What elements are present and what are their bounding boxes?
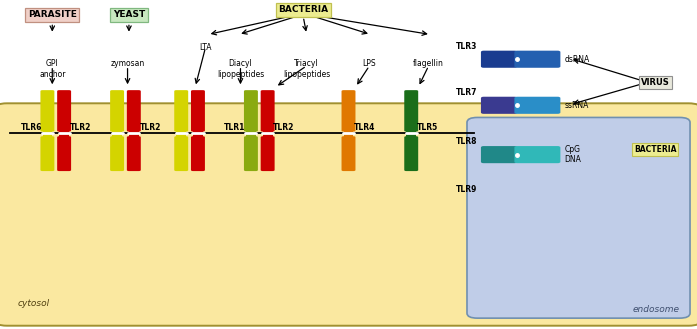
FancyBboxPatch shape bbox=[244, 136, 258, 171]
Bar bbox=[193, 131, 203, 137]
FancyBboxPatch shape bbox=[57, 136, 71, 171]
FancyBboxPatch shape bbox=[127, 136, 141, 171]
Bar bbox=[129, 131, 139, 137]
Bar bbox=[43, 131, 52, 137]
FancyBboxPatch shape bbox=[174, 136, 188, 171]
Text: cytosol: cytosol bbox=[17, 299, 49, 308]
FancyBboxPatch shape bbox=[481, 97, 517, 114]
Text: CpG
DNA: CpG DNA bbox=[565, 145, 581, 164]
Text: flagellin: flagellin bbox=[413, 59, 444, 68]
FancyBboxPatch shape bbox=[261, 136, 275, 171]
Text: BACTERIA: BACTERIA bbox=[278, 5, 328, 14]
FancyBboxPatch shape bbox=[481, 51, 517, 68]
Bar bbox=[263, 131, 273, 137]
FancyBboxPatch shape bbox=[191, 90, 205, 132]
Text: endosome: endosome bbox=[633, 305, 680, 314]
FancyBboxPatch shape bbox=[57, 90, 71, 132]
Text: Diacyl
lipopeptides: Diacyl lipopeptides bbox=[217, 59, 264, 79]
Bar bbox=[176, 131, 186, 137]
Text: TLR4: TLR4 bbox=[354, 123, 376, 132]
Bar bbox=[406, 131, 416, 137]
FancyBboxPatch shape bbox=[110, 136, 124, 171]
Text: LTA: LTA bbox=[199, 43, 212, 52]
FancyBboxPatch shape bbox=[0, 103, 697, 326]
FancyBboxPatch shape bbox=[342, 136, 355, 171]
Text: TLR8: TLR8 bbox=[456, 138, 477, 146]
Text: TLR2: TLR2 bbox=[273, 123, 295, 132]
Text: TLR2: TLR2 bbox=[139, 123, 161, 132]
FancyBboxPatch shape bbox=[404, 90, 418, 132]
Text: TLR3: TLR3 bbox=[456, 42, 477, 51]
Text: ssRNA: ssRNA bbox=[565, 101, 589, 110]
Bar bbox=[112, 131, 122, 137]
FancyBboxPatch shape bbox=[261, 90, 275, 132]
FancyBboxPatch shape bbox=[481, 146, 517, 163]
Text: YEAST: YEAST bbox=[113, 10, 145, 19]
Text: TLR2: TLR2 bbox=[70, 123, 91, 132]
FancyBboxPatch shape bbox=[404, 136, 418, 171]
Text: GPI
anchor: GPI anchor bbox=[39, 59, 66, 79]
Bar bbox=[59, 131, 69, 137]
Text: TLR1: TLR1 bbox=[224, 123, 245, 132]
FancyBboxPatch shape bbox=[174, 90, 188, 132]
FancyBboxPatch shape bbox=[514, 97, 560, 114]
FancyBboxPatch shape bbox=[40, 90, 54, 132]
Text: zymosan: zymosan bbox=[110, 59, 145, 68]
FancyBboxPatch shape bbox=[342, 90, 355, 132]
Bar bbox=[246, 131, 256, 137]
Text: TLR6: TLR6 bbox=[20, 123, 42, 132]
FancyBboxPatch shape bbox=[514, 51, 560, 68]
Text: Triacyl
lipopeptides: Triacyl lipopeptides bbox=[283, 59, 330, 79]
Text: LPS: LPS bbox=[362, 59, 376, 68]
FancyBboxPatch shape bbox=[191, 136, 205, 171]
Text: TLR9: TLR9 bbox=[456, 185, 477, 194]
Text: BACTERIA: BACTERIA bbox=[634, 145, 676, 154]
Text: dsRNA: dsRNA bbox=[565, 55, 590, 64]
FancyBboxPatch shape bbox=[110, 90, 124, 132]
Bar bbox=[344, 131, 353, 137]
FancyBboxPatch shape bbox=[514, 146, 560, 163]
FancyBboxPatch shape bbox=[244, 90, 258, 132]
Text: TLR7: TLR7 bbox=[456, 88, 477, 97]
FancyBboxPatch shape bbox=[40, 136, 54, 171]
Text: VIRUS: VIRUS bbox=[641, 78, 670, 87]
FancyBboxPatch shape bbox=[127, 90, 141, 132]
Text: PARASITE: PARASITE bbox=[28, 10, 77, 19]
Text: TLR5: TLR5 bbox=[417, 123, 438, 132]
FancyBboxPatch shape bbox=[467, 117, 690, 318]
